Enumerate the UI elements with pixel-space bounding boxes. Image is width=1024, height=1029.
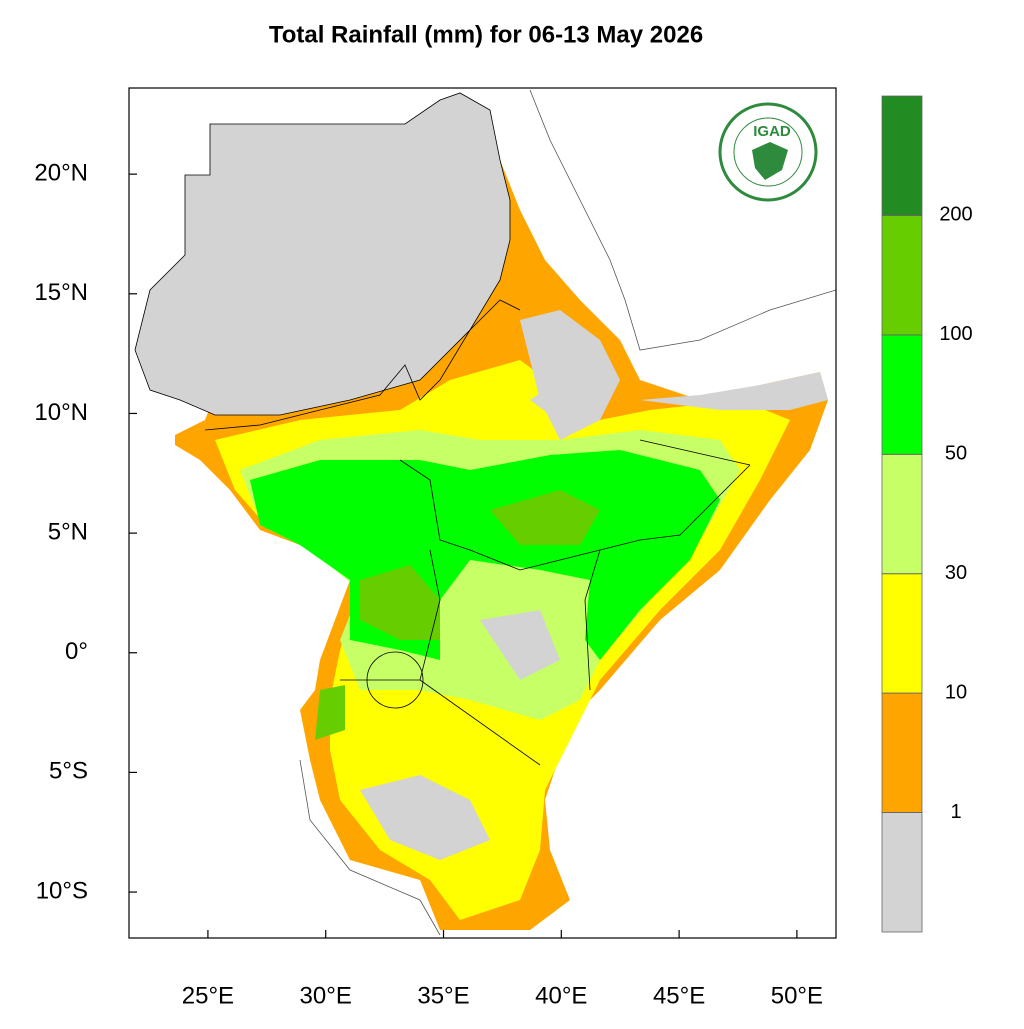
colorbar-label: 30	[945, 562, 967, 584]
y-tick-label: 15°N	[34, 279, 88, 306]
colorbar-label: 50	[945, 443, 967, 465]
logo-map	[752, 142, 788, 180]
colorbar-label: 1	[950, 801, 961, 823]
x-tick-label: 30°E	[300, 982, 352, 1009]
colorbar-box	[881, 453, 923, 575]
y-tick-label: 10°S	[36, 877, 88, 904]
colorbar-label: 10	[945, 681, 967, 703]
x-tick-label: 45°E	[653, 982, 705, 1009]
colorbar-box	[881, 812, 923, 933]
colorbar-label: 200	[939, 204, 972, 226]
colorbar: 1 10 30 50 100 200	[881, 95, 973, 933]
y-tick-label: 20°N	[34, 159, 88, 186]
coastlines	[299, 89, 836, 936]
country-borders	[204, 299, 751, 766]
colorbar-box	[881, 334, 923, 455]
map-frame	[128, 87, 837, 939]
land-gray-ethiopia	[520, 310, 828, 440]
zone-gray-south	[360, 380, 600, 860]
x-tick-label: 50°E	[771, 982, 823, 1009]
y-tick-label: 5°S	[49, 758, 88, 785]
x-tick-label: 35°E	[417, 982, 469, 1009]
colorbar-box	[881, 573, 923, 694]
colorbar-box	[881, 215, 923, 336]
y-tick-label: 0°	[65, 638, 88, 665]
logo-text: IGAD	[753, 123, 791, 140]
zone-darkgreen	[315, 490, 600, 740]
y-tick-label: 10°N	[34, 399, 88, 426]
colorbar-box	[881, 692, 923, 813]
logo: IGAD	[718, 102, 818, 202]
map-title: Total Rainfall (mm) for 06-13 May 2026	[269, 21, 703, 48]
colorbar-box	[881, 95, 923, 216]
y-tick-label: 5°N	[48, 518, 88, 545]
x-tick-label: 25°E	[182, 982, 234, 1009]
map-area	[128, 87, 837, 939]
colorbar-label: 100	[939, 323, 972, 345]
land-gray-north	[134, 92, 511, 416]
axes: 25°E 30°E 35°E 40°E 45°E 50°E 20°N 15°N 10°N 5°N 0…	[34, 159, 823, 1009]
x-tick-label: 40°E	[535, 982, 587, 1009]
